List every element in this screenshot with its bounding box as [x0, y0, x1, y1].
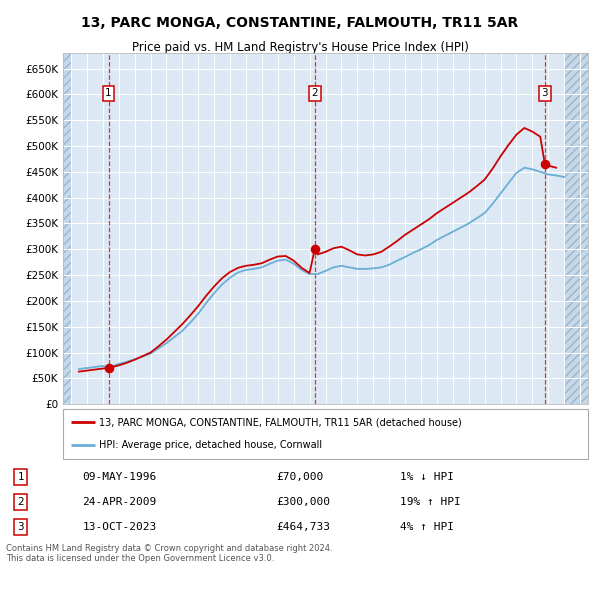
Text: 13-OCT-2023: 13-OCT-2023	[82, 522, 157, 532]
Text: 1% ↓ HPI: 1% ↓ HPI	[400, 473, 454, 483]
Point	[104, 363, 113, 373]
Text: 2: 2	[311, 88, 318, 99]
Text: 19% ↑ HPI: 19% ↑ HPI	[400, 497, 461, 507]
Text: 3: 3	[542, 88, 548, 99]
Text: 2: 2	[17, 497, 24, 507]
Text: 1: 1	[105, 88, 112, 99]
Text: 13, PARC MONGA, CONSTANTINE, FALMOUTH, TR11 5AR: 13, PARC MONGA, CONSTANTINE, FALMOUTH, T…	[82, 15, 518, 30]
Point	[540, 159, 550, 169]
Text: 1: 1	[17, 473, 24, 483]
Text: £464,733: £464,733	[277, 522, 331, 532]
Point	[310, 244, 319, 254]
Text: 3: 3	[17, 522, 24, 532]
Text: 4% ↑ HPI: 4% ↑ HPI	[400, 522, 454, 532]
Bar	[63, 53, 71, 404]
Text: Price paid vs. HM Land Registry's House Price Index (HPI): Price paid vs. HM Land Registry's House …	[131, 41, 469, 54]
Text: 09-MAY-1996: 09-MAY-1996	[82, 473, 157, 483]
FancyBboxPatch shape	[63, 409, 588, 459]
Text: £70,000: £70,000	[277, 473, 324, 483]
Text: 13, PARC MONGA, CONSTANTINE, FALMOUTH, TR11 5AR (detached house): 13, PARC MONGA, CONSTANTINE, FALMOUTH, T…	[98, 417, 461, 427]
Bar	[564, 53, 588, 404]
Text: 24-APR-2009: 24-APR-2009	[82, 497, 157, 507]
Text: £300,000: £300,000	[277, 497, 331, 507]
Text: Contains HM Land Registry data © Crown copyright and database right 2024.
This d: Contains HM Land Registry data © Crown c…	[6, 544, 332, 563]
Text: HPI: Average price, detached house, Cornwall: HPI: Average price, detached house, Corn…	[98, 441, 322, 451]
